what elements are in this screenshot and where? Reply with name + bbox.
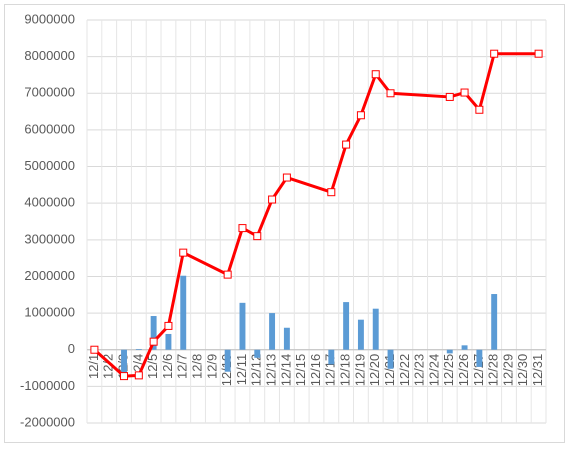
x-tick-label: 12/13: [264, 354, 279, 387]
x-tick-label: 12/28: [486, 354, 501, 387]
y-tick-label: 3000000: [24, 231, 75, 246]
bar: [150, 316, 157, 350]
bar: [476, 349, 483, 367]
marker: [490, 49, 499, 58]
x-tick-label: 12/20: [367, 354, 382, 387]
y-tick-label: 6000000: [24, 121, 75, 136]
x-tick-label: 12/12: [249, 354, 264, 387]
x-tick-label: 12/14: [278, 354, 293, 387]
marker: [342, 140, 351, 149]
bar: [254, 349, 261, 358]
x-tick-label: 12/9: [204, 354, 219, 379]
x-tick-label: 12/15: [293, 354, 308, 387]
x-tick-label: 12/6: [160, 354, 175, 379]
x-tick-label: 12/7: [175, 354, 190, 379]
x-tick-label: 12/25: [441, 354, 456, 387]
x-tick-label: 12/24: [426, 354, 441, 387]
marker: [445, 92, 454, 101]
y-tick-label: 0: [68, 341, 75, 356]
marker: [534, 49, 543, 58]
marker: [90, 345, 99, 354]
chart-border: [4, 4, 565, 443]
y-tick-label: 7000000: [24, 85, 75, 100]
marker: [386, 89, 395, 98]
bar: [283, 327, 290, 350]
marker: [179, 248, 188, 257]
y-tick-label: 9000000: [24, 11, 75, 26]
x-tick-label: 12/1: [86, 354, 101, 379]
bar: [343, 302, 350, 350]
x-tick-label: 12/26: [456, 354, 471, 387]
bar: [372, 308, 379, 350]
marker: [120, 372, 129, 381]
bar: [224, 349, 231, 372]
bar: [446, 349, 453, 354]
y-tick-label: -1000000: [20, 378, 75, 393]
y-tick-label: 2000000: [24, 268, 75, 283]
marker: [238, 224, 247, 233]
y-tick-label: -2000000: [20, 414, 75, 429]
marker: [164, 321, 173, 330]
marker: [253, 232, 262, 241]
marker: [356, 111, 365, 120]
x-tick-label: 12/5: [145, 354, 160, 379]
marker: [282, 173, 291, 182]
marker: [460, 88, 469, 97]
marker: [134, 371, 143, 380]
marker: [327, 188, 336, 197]
x-tick-label: 12/16: [308, 354, 323, 387]
y-tick-label: 1000000: [24, 305, 75, 320]
bar: [239, 302, 246, 350]
bar: [328, 349, 335, 365]
y-tick-label: 5000000: [24, 158, 75, 173]
bar: [165, 333, 172, 350]
x-tick-label: 12/23: [412, 354, 427, 387]
y-tick-label: 4000000: [24, 195, 75, 210]
marker: [371, 70, 380, 79]
bar: [121, 349, 127, 377]
x-tick-label: 12/8: [189, 354, 204, 379]
bar: [461, 345, 468, 350]
bar: [135, 348, 142, 350]
x-tick-label: 12/31: [530, 354, 545, 387]
bar: [180, 275, 187, 350]
x-tick-label: 12/11: [234, 354, 249, 386]
y-tick-label: 8000000: [24, 48, 75, 63]
marker: [268, 195, 277, 204]
marker: [475, 105, 484, 114]
x-tick-label: 12/22: [397, 354, 412, 387]
x-tick-label: 12/19: [352, 354, 367, 387]
x-tick-label: 12/29: [500, 354, 515, 387]
bar: [387, 349, 394, 369]
x-tick-label: 12/18: [338, 354, 353, 387]
bar: [491, 294, 498, 350]
marker: [223, 270, 232, 279]
bar: [269, 313, 276, 350]
x-tick-label: 12/30: [515, 354, 530, 387]
marker: [149, 337, 158, 346]
bar: [357, 319, 364, 350]
